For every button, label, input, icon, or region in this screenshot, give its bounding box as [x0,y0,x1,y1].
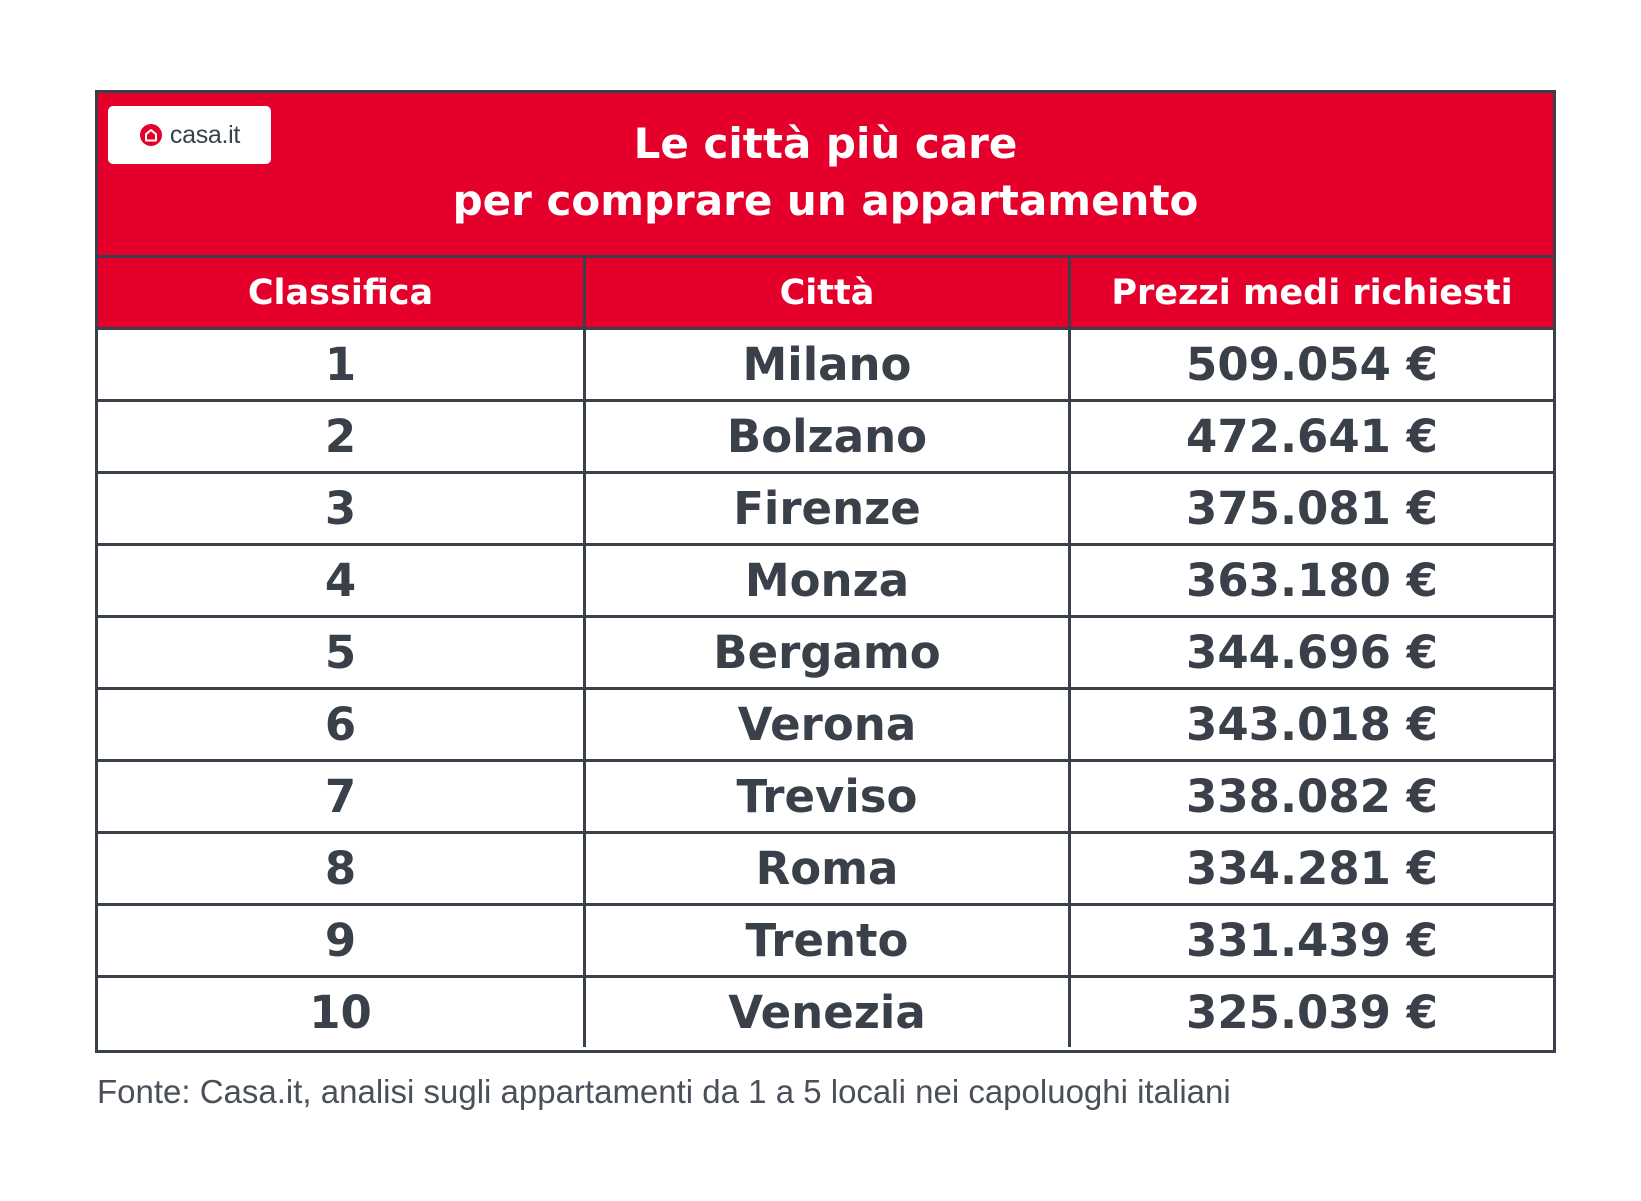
rank-cell: 1 [324,338,357,391]
price-cell: 334.281 € [1068,834,1553,903]
table-row: 4 Monza 363.180 € [98,543,1553,615]
price-cell: 509.054 € [1068,330,1553,399]
price-cell: 338.082 € [1068,762,1553,831]
title-banner: casa.it Le città più care per comprare u… [98,93,1553,255]
price-cell: 343.018 € [1068,690,1553,759]
rank-cell: 2 [324,410,357,463]
ranking-table-card: casa.it Le città più care per comprare u… [95,90,1556,1053]
rank-cell: 7 [324,770,357,823]
table-row: 10 Venezia 325.039 € [98,975,1553,1047]
table-row: 2 Bolzano 472.641 € [98,399,1553,471]
city-cell: Venezia [583,978,1068,1047]
table-header-row: Classifica Città Prezzi medi richiesti [98,255,1553,327]
source-note: Fonte: Casa.it, analisi sugli appartamen… [97,1073,1231,1110]
casa-it-logo[interactable]: casa.it [108,106,271,164]
rank-cell: 6 [324,698,357,751]
page-title-line-1: Le città più care [633,119,1018,168]
table-row: 9 Trento 331.439 € [98,903,1553,975]
rank-cell: 8 [324,842,357,895]
city-cell: Bolzano [583,402,1068,471]
logo-text: casa.it [169,120,241,149]
city-cell: Treviso [583,762,1068,831]
table-row: 8 Roma 334.281 € [98,831,1553,903]
ranking-table: Classifica Città Prezzi medi richiesti 1… [98,255,1553,1047]
price-cell: 375.081 € [1068,474,1553,543]
table-row: 7 Treviso 338.082 € [98,759,1553,831]
rank-cell: 9 [324,914,357,967]
column-header-price: Prezzi medi richiesti [1068,258,1553,327]
city-cell: Trento [583,906,1068,975]
price-cell: 363.180 € [1068,546,1553,615]
rank-cell: 5 [324,626,357,679]
price-cell: 331.439 € [1068,906,1553,975]
table-row: 5 Bergamo 344.696 € [98,615,1553,687]
rank-cell: 4 [324,554,357,607]
table-row: 1 Milano 509.054 € [98,327,1553,399]
city-cell: Monza [583,546,1068,615]
rank-cell: 3 [324,482,357,535]
city-cell: Firenze [583,474,1068,543]
table-row: 6 Verona 343.018 € [98,687,1553,759]
city-cell: Bergamo [583,618,1068,687]
table-row: 3 Firenze 375.081 € [98,471,1553,543]
city-cell: Roma [583,834,1068,903]
rank-cell: 10 [309,986,372,1039]
house-icon [139,124,162,146]
column-header-rank: Classifica [247,272,434,313]
city-cell: Milano [583,330,1068,399]
page-title-line-2: per comprare un appartamento [452,176,1199,225]
city-cell: Verona [583,690,1068,759]
price-cell: 325.039 € [1068,978,1553,1047]
price-cell: 472.641 € [1068,402,1553,471]
column-header-city: Città [583,258,1068,327]
price-cell: 344.696 € [1068,618,1553,687]
